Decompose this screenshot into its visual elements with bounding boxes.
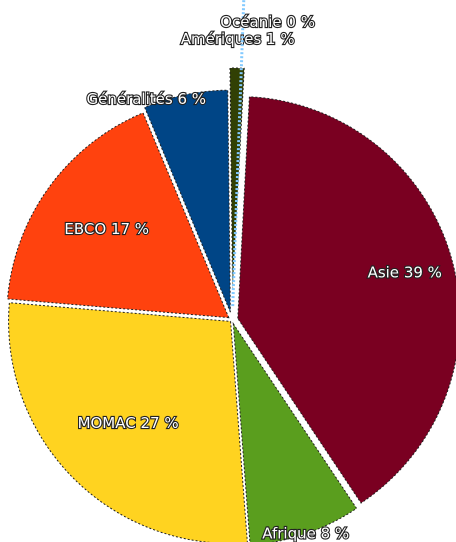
data-label: Amériques 1 % [181, 30, 295, 48]
value-label: 0 % [286, 13, 315, 31]
category-label: Amériques [181, 30, 262, 48]
pie-slice [144, 89, 231, 313]
pie-slice [229, 67, 245, 291]
category-label: Généralités [86, 90, 172, 108]
pie-slice [237, 96, 456, 504]
data-label: Généralités 6 % [86, 90, 206, 108]
value-label: 1 % [266, 30, 295, 48]
data-label: EBCO 17 % [64, 219, 149, 237]
data-label: Afrique 8 % [262, 524, 349, 542]
pie-slice [231, 0, 246, 307]
value-label: 8 % [321, 524, 350, 542]
category-label: EBCO [64, 219, 106, 237]
category-label: Afrique [262, 524, 316, 542]
category-label: Asie [368, 263, 399, 281]
data-label: MOMAC 27 % [78, 414, 179, 432]
data-label: Asie 39 % [368, 263, 442, 281]
value-label: 17 % [111, 219, 149, 237]
value-label: 39 % [404, 263, 442, 281]
category-label: Océanie [220, 13, 281, 31]
category-label: MOMAC [78, 414, 136, 432]
pie-slice [232, 321, 358, 542]
pie-slice [8, 302, 248, 542]
value-label: 27 % [141, 414, 179, 432]
data-label: Océanie 0 % [220, 13, 315, 31]
pie-slice [7, 112, 230, 319]
value-label: 6 % [177, 90, 206, 108]
